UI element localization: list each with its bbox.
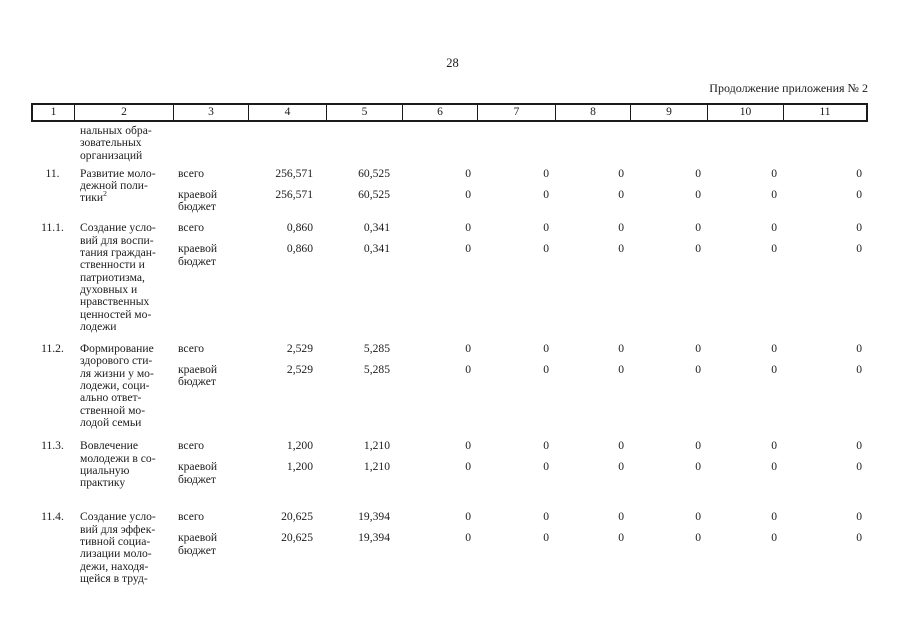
source-label: всего [178,342,205,356]
source-label: всего [178,510,205,524]
header-cell: 10 [707,105,783,120]
header-cell: 7 [477,105,555,120]
appendix-continuation: Продолжение приложения № 2 [709,81,868,95]
row-sources: всего краевой бюджет [173,511,248,557]
row-number: 11.1. [41,221,64,235]
table-row: 11.4. Создание усло- вий для эффек- тивн… [31,511,868,585]
header-cell: 4 [248,105,326,120]
source-label: краевой бюджет [178,363,218,389]
table-row: 11.2. Формирование здорового сти- ля жиз… [31,342,868,429]
source-label: краевой бюджет [178,242,218,268]
header-cell: 1 [50,106,57,118]
table-row: 11. Развитие моло- дежной поли- тики2 вс… [31,166,868,214]
row-sources: всего краевой бюджет [173,342,248,389]
header-cell: 3 [173,105,248,120]
row-title: Создание усло- вий для эффек- тивной соц… [80,510,156,585]
source-label: всего [178,221,205,235]
row-sources: всего краевой бюджет [173,439,248,486]
header-cell: 5 [326,105,402,120]
row-sources: всего краевой бюджет [173,166,248,214]
footnote-marker: 2 [103,189,107,199]
row-title: Вовлечение молодежи в со- циальную практ… [80,439,156,490]
header-cell: 11 [783,105,866,120]
value-cell: 20,625 20,625 [281,510,313,545]
source-label: всего [178,166,205,180]
header-cell: 6 [402,105,477,120]
table-row: 11.3. Вовлечение молодежи в со- циальную… [31,439,868,490]
source-label: краевой бюджет [178,531,218,557]
header-cell: 9 [630,105,707,120]
row-number: 11.4. [41,510,64,524]
row-title: Развитие моло- дежной поли- тики2 [80,166,156,205]
table-body: нальных обра- зовательных организаций 11… [31,124,868,585]
value-cell: 256,571 256,571 [275,166,313,201]
header-cell: 2 [74,105,173,120]
value-cell: 0,860 0,860 [286,221,313,256]
table-row: 11.1. Создание усло- вий для воспи- тани… [31,222,868,333]
source-label: краевой бюджет [178,460,218,486]
row-title: Формирование здорового сти- ля жизни у м… [80,342,154,429]
row-title: Создание усло- вий для воспи- тания граж… [80,221,156,333]
row-number: 11. [45,166,60,180]
carryover-row: нальных обра- зовательных организаций [31,124,868,162]
value-cell: 19,394 19,394 [358,510,390,545]
row-number: 11.3. [41,439,64,453]
value-cell: 0,341 0,341 [363,221,390,256]
value-cell: 2,529 2,529 [286,342,313,377]
carryover-text: нальных обра- зовательных организаций [80,124,152,162]
source-label: всего [178,439,205,453]
value-cell: 1,200 1,200 [286,439,313,474]
value-cell: 1,210 1,210 [363,439,390,474]
source-label: краевой бюджет [178,187,218,214]
row-number: 11.2. [41,342,64,356]
table-header-row: 1 2 3 4 5 6 7 8 9 10 11 [31,103,868,122]
header-cell: 8 [555,105,630,120]
row-sources: всего краевой бюджет [173,222,248,268]
value-cell: 5,285 5,285 [363,342,390,377]
page-number: 28 [446,56,459,70]
value-cell: 60,525 60,525 [358,166,390,201]
